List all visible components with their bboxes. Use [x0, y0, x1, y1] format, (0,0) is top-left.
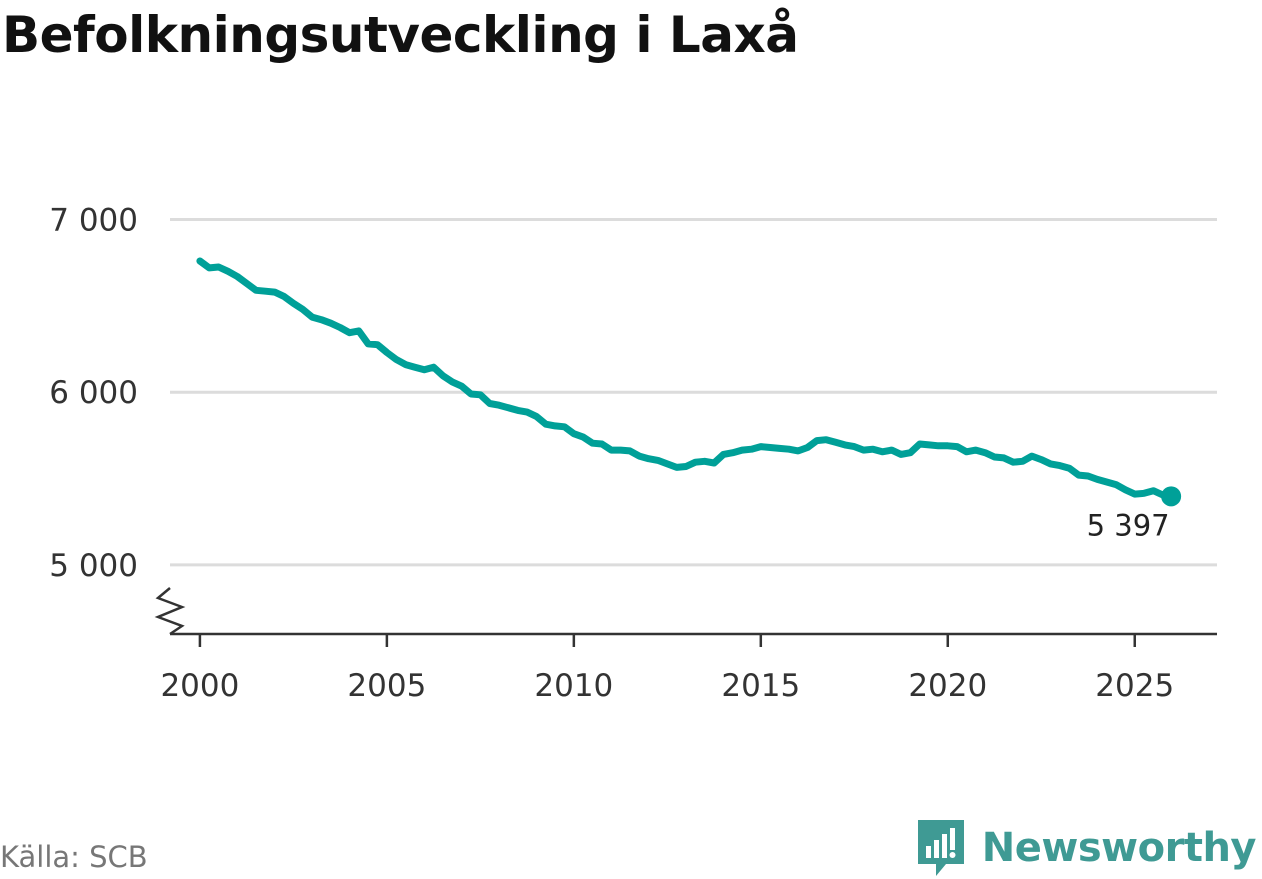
brand-logo[interactable]: Newsworthy — [916, 818, 1257, 878]
x-tick-label: 2020 — [908, 668, 987, 704]
end-value-label: 5 397 — [1087, 508, 1170, 542]
x-axis: 2000 2005 2010 2015 2020 2025 — [160, 632, 1217, 704]
x-tick-label: 2005 — [347, 668, 426, 704]
source-note: Källa: SCB — [0, 840, 148, 874]
y-axis: 5 000 6 000 7 000 — [49, 203, 186, 636]
newsworthy-logo-icon — [917, 820, 964, 876]
brand-name: Newsworthy — [981, 825, 1257, 871]
series-line-0 — [196, 257, 1176, 500]
gridlines — [170, 218, 1217, 567]
x-tick-label: 2015 — [721, 668, 800, 704]
x-tick-label: 2000 — [160, 668, 239, 704]
chart-title: Befolkningsutveckling i Laxå — [2, 6, 799, 64]
axis-break-icon — [154, 587, 186, 636]
series-layer: 5 397 — [196, 257, 1182, 542]
x-tick-label: 2025 — [1095, 668, 1174, 704]
x-tick-label: 2010 — [534, 668, 613, 704]
end-point — [1161, 486, 1182, 507]
y-tick-label: 5 000 — [49, 548, 138, 584]
y-tick-label: 6 000 — [49, 375, 138, 411]
y-tick-label: 7 000 — [49, 203, 138, 239]
